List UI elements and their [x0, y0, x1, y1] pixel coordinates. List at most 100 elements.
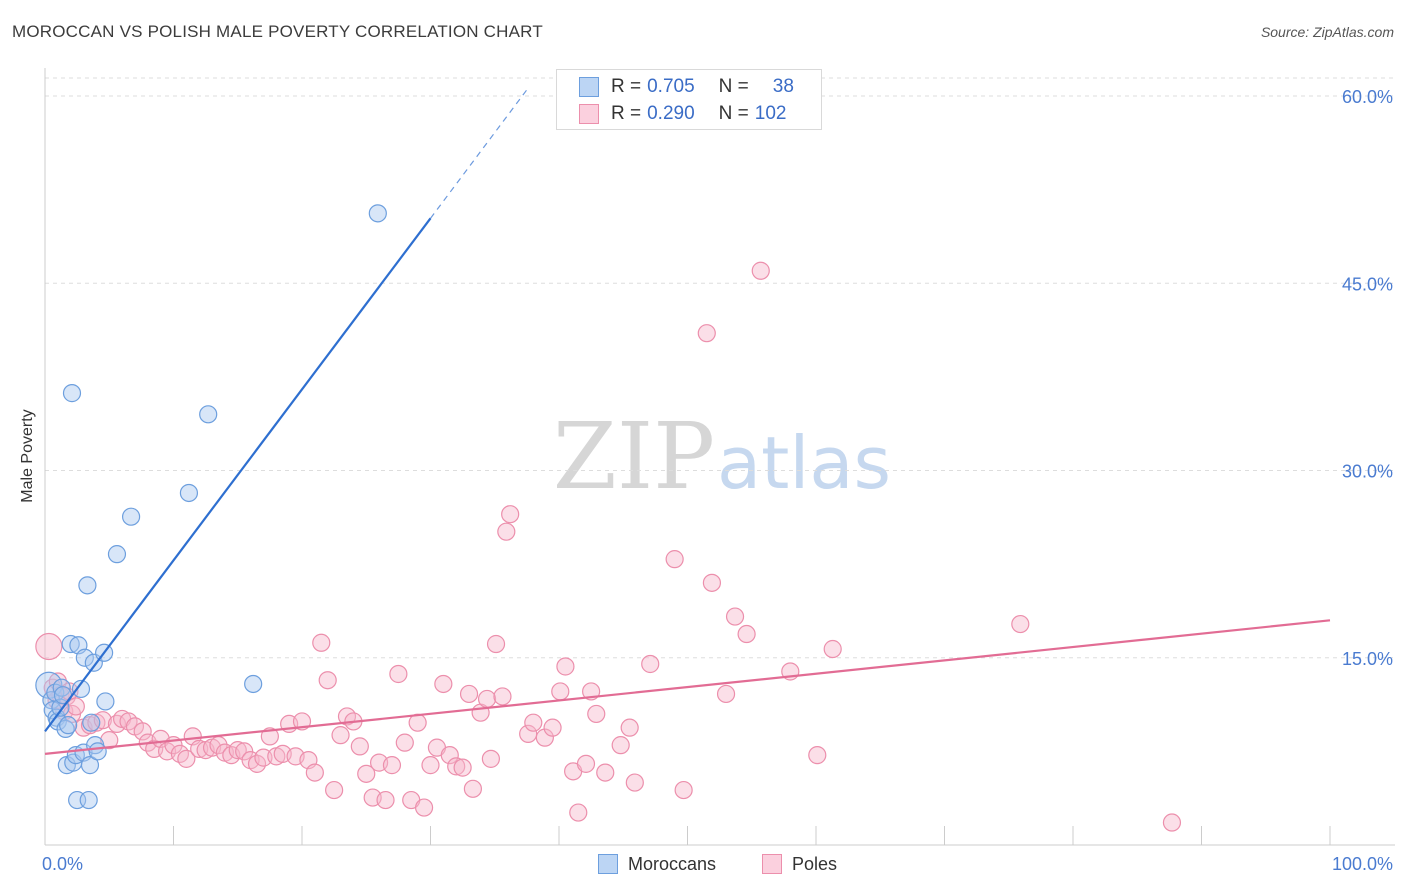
poles-point [697, 324, 716, 343]
poles-point [312, 633, 331, 652]
y-axis-label: Male Poverty [19, 409, 36, 503]
moroccans-point [59, 716, 78, 735]
poles-point [808, 746, 827, 765]
poles-swatch [579, 104, 599, 124]
watermark: ZIP atlas [553, 403, 891, 510]
moroccans-trend-extension [430, 89, 528, 219]
poles-point [357, 764, 376, 783]
poles-point [556, 657, 575, 676]
poles-point [576, 754, 596, 773]
tick-labels: 15.0% 30.0% 45.0% 60.0% 0.0% 100.0% [42, 87, 1393, 874]
poles-point [376, 790, 395, 810]
chart-title: MOROCCAN VS POLISH MALE POVERTY CORRELAT… [12, 22, 543, 41]
x-tick-label: 0.0% [42, 854, 83, 874]
moroccans-points [35, 204, 387, 810]
moroccans-legend-label: Moroccans [628, 853, 717, 874]
poles-point [459, 684, 479, 704]
r-label: R = [611, 103, 642, 124]
poles-point [177, 749, 196, 768]
moroccans-point [78, 576, 97, 595]
moroccans-point [107, 545, 127, 564]
poles-point [486, 634, 506, 654]
poles-point [611, 736, 630, 755]
moroccans-point [96, 692, 115, 711]
poles-point [751, 261, 770, 280]
watermark-zip: ZIP [553, 403, 715, 510]
r-value: 0.290 [647, 103, 695, 124]
moroccans-point [52, 678, 71, 697]
poles-point [305, 763, 324, 782]
legend-moroccans: Moroccans [598, 852, 716, 876]
legend-poles: Poles [762, 852, 837, 876]
poles-point [318, 671, 337, 690]
moroccans-point [61, 634, 80, 654]
poles-point [823, 639, 842, 659]
r-label: R = [611, 76, 642, 97]
poles-point [453, 758, 472, 777]
poles-legend-label: Poles [792, 853, 838, 874]
poles-point [463, 779, 483, 798]
poles-point [440, 746, 459, 765]
poles-point [665, 550, 684, 569]
moroccans-point [88, 742, 107, 761]
poles-point [447, 757, 466, 776]
moroccans-point [199, 405, 218, 424]
moroccans-point [82, 713, 101, 732]
n-label: N = [718, 76, 749, 97]
poles-trend-line [44, 619, 1331, 755]
poles-point [93, 711, 112, 730]
n-value: 38 [772, 76, 794, 97]
moroccans-point [75, 648, 94, 667]
poles-point [421, 756, 440, 775]
poles-point [350, 737, 369, 756]
poles-point [524, 713, 543, 732]
poles-point [481, 749, 500, 768]
x-tick-label: 100.0% [1332, 854, 1393, 874]
poles-point [551, 682, 570, 701]
grid-lines [45, 77, 1395, 659]
poles-point [587, 704, 606, 724]
poles-point [620, 718, 639, 737]
poles-point [625, 773, 644, 792]
source-credit: Source: ZipAtlas.com [1260, 24, 1394, 40]
y-tick-label: 60.0% [1342, 87, 1393, 107]
moroccans-point [244, 674, 263, 694]
poles-point [477, 689, 497, 709]
n-value: 102 [754, 103, 787, 124]
poles-point [1162, 813, 1182, 832]
poles-point [228, 741, 247, 760]
poles-point [66, 697, 85, 716]
legend-row-moroccans: R = 0.705 N = 38 [579, 75, 794, 99]
poles-point [716, 684, 736, 704]
y-tick-label: 15.0% [1342, 649, 1393, 669]
poles-point [414, 798, 434, 817]
axes [44, 68, 1395, 846]
moroccans-swatch [579, 77, 599, 97]
poles-point [260, 727, 279, 746]
poles-point [254, 748, 273, 767]
poles-point [100, 731, 119, 750]
poles-point [331, 726, 350, 745]
watermark-atlas: atlas [717, 421, 891, 505]
moroccans-point [71, 679, 91, 699]
poles-point [325, 780, 344, 800]
poles-point [725, 607, 745, 626]
poles-point [497, 522, 516, 541]
poles-point [382, 756, 402, 775]
legend-row-poles: R = 0.290 N = 102 [579, 102, 786, 126]
poles-point [389, 664, 408, 684]
poles-point [596, 763, 615, 782]
poles-point [395, 733, 414, 752]
poles-point [543, 718, 562, 737]
moroccans-point [179, 483, 199, 503]
poles-point [702, 573, 722, 592]
moroccans-trend-line [44, 217, 432, 733]
trend-lines [44, 89, 1331, 755]
correlation-legend: R = 0.705 N = 38 R = 0.290 N = 102 [556, 69, 822, 130]
r-value: 0.705 [647, 76, 695, 97]
poles-point [107, 714, 127, 734]
poles-point [641, 654, 660, 674]
y-tick-label: 45.0% [1342, 274, 1393, 294]
poles-point [434, 674, 453, 694]
moroccans-point [121, 507, 141, 526]
